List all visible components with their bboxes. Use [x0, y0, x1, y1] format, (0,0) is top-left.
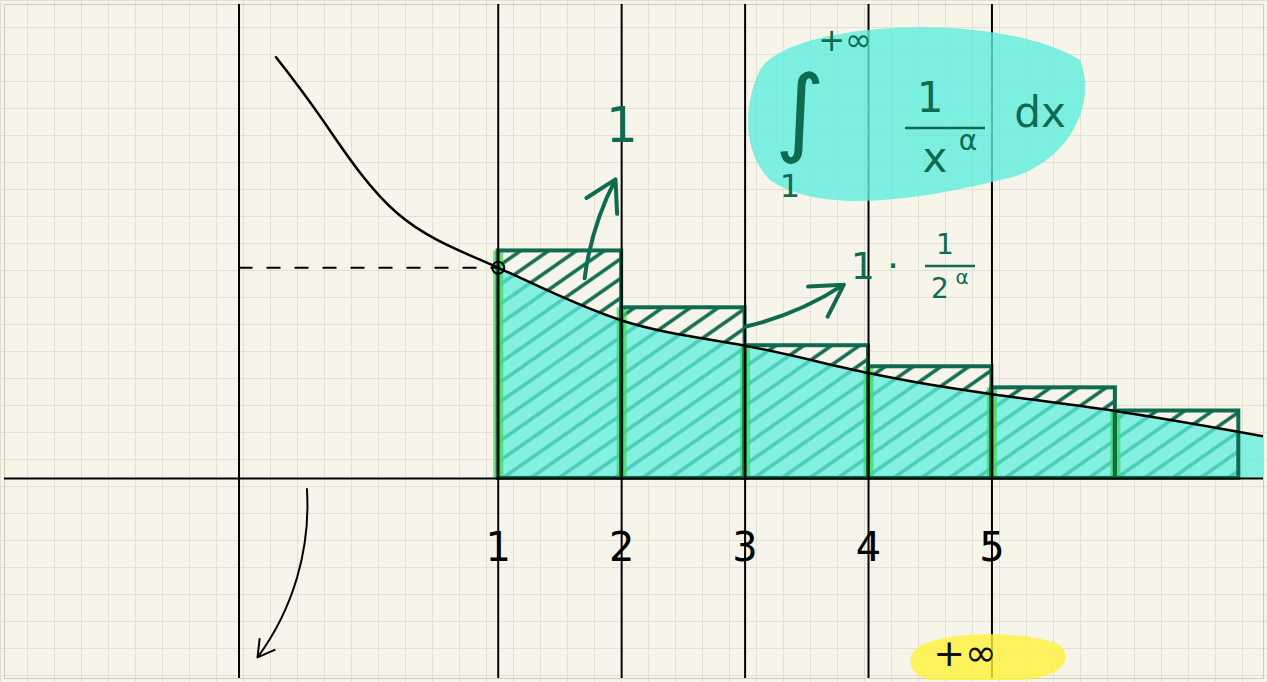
svg-text:α: α [955, 265, 968, 289]
svg-text:∫: ∫ [775, 55, 825, 167]
svg-text:1: 1 [780, 167, 800, 205]
svg-text:1: 1 [936, 228, 954, 261]
svg-text:2: 2 [931, 272, 949, 305]
svg-text:+∞: +∞ [933, 631, 997, 675]
svg-text:2: 2 [609, 524, 634, 570]
svg-text:1: 1 [917, 73, 944, 122]
svg-text:α: α [959, 124, 977, 157]
svg-text:5: 5 [979, 524, 1004, 570]
svg-text:1 ·: 1 · [851, 244, 899, 288]
svg-text:1: 1 [606, 96, 638, 154]
svg-text:+∞: +∞ [818, 21, 871, 59]
svg-text:dx: dx [1014, 88, 1066, 137]
svg-text:x: x [923, 133, 948, 182]
svg-text:4: 4 [856, 524, 881, 570]
svg-text:3: 3 [732, 524, 757, 570]
svg-text:1: 1 [485, 524, 510, 570]
